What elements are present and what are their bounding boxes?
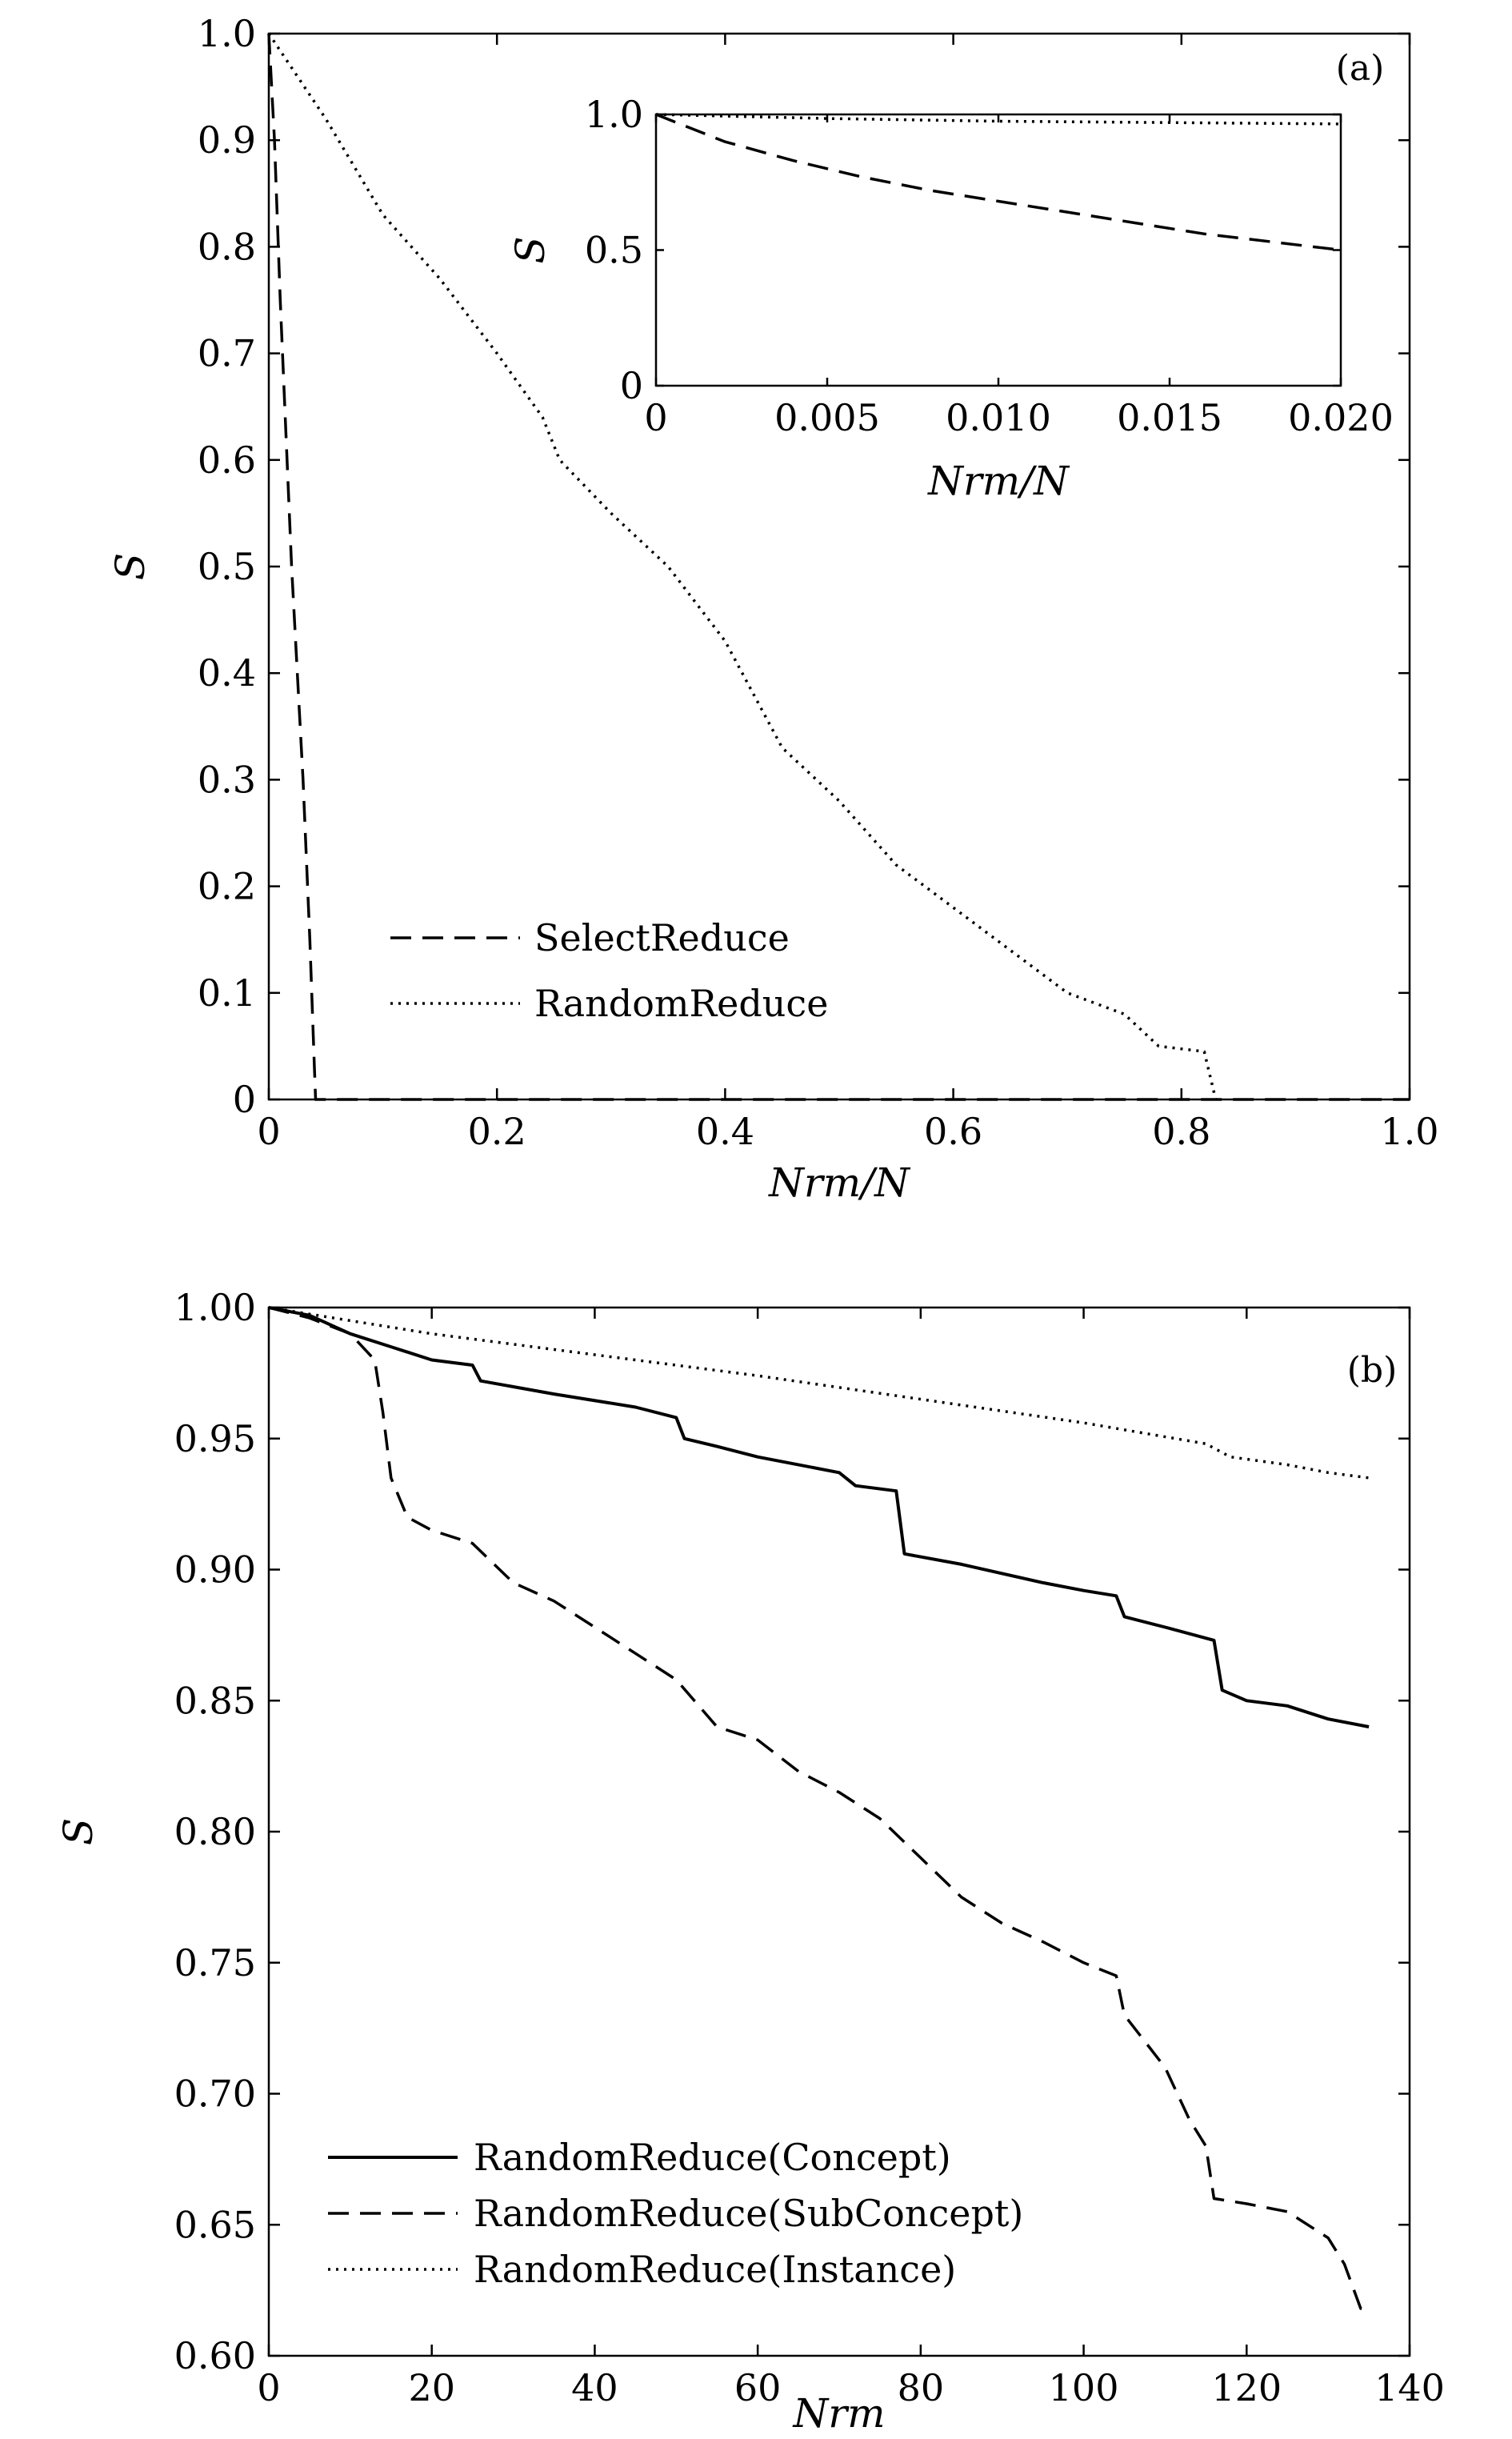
a-plot-frame [267, 32, 1411, 1101]
a-y-tick-label: 0.5 [198, 545, 256, 588]
a-series-line-2 [267, 33, 1218, 1100]
b-y-tick-label: 1.00 [174, 1286, 256, 1329]
inset-y-tick-label: 0 [620, 364, 643, 407]
a-y-tick-label: 0.8 [198, 225, 256, 268]
b-x-axis-label: Nrm [792, 2390, 885, 2437]
b-x-tick-label: 100 [1049, 2366, 1119, 2409]
b-legend-label-1: RandomReduce(Concept) [474, 2136, 951, 2179]
inset-series-line-1 [655, 113, 1342, 252]
b-y-axis-label: S [55, 1818, 102, 1845]
b-x-tick-label: 80 [898, 2366, 945, 2409]
b-y-tick-label: 0.60 [174, 2334, 256, 2377]
b-legend-label-2: RandomReduce(SubConcept) [474, 2192, 1023, 2235]
b-legend-label-3: RandomReduce(Instance) [474, 2248, 956, 2291]
b-y-tick-label: 0.95 [174, 1417, 256, 1460]
a-y-tick-label: 0.1 [198, 971, 256, 1015]
b-y-tick-label: 0.90 [174, 1548, 256, 1592]
inset-series-line-2 [655, 113, 1342, 126]
inset-plot-frame [654, 113, 1342, 387]
panel-b: 0 20 40 60 80 100 120 140 0.60 0.65 0.70 0.75 0.80 0.… [55, 1286, 1445, 2437]
inset-x-tick-label: 0.015 [1117, 396, 1222, 439]
b-x-tick-label: 120 [1211, 2366, 1282, 2409]
a-y-tick-label: 0.3 [198, 758, 256, 801]
a-x-tick-label: 0.8 [1152, 1110, 1210, 1153]
a-x-tick-label: 0 [257, 1110, 280, 1153]
b-x-tick-label: 40 [571, 2366, 618, 2409]
a-x-tick-label: 1.0 [1380, 1110, 1438, 1153]
inset-plot: 0 0.005 0.010 0.015 0.020 0 0.5 1.0 Nrm/N S [507, 93, 1394, 504]
b-y-tick-label: 0.80 [174, 1810, 256, 1853]
inset-x-tick-label: 0.020 [1288, 396, 1394, 439]
inset-y-axis-label: S [507, 236, 554, 263]
a-legend-label-2: RandomReduce [534, 982, 828, 1025]
b-series-line-2 [268, 1306, 1370, 2313]
a-y-tick-label: 0.6 [198, 439, 256, 482]
b-y-tick-label: 0.70 [174, 2073, 256, 2116]
a-y-tick-label: 0.9 [198, 118, 256, 162]
a-legend-label-1: SelectReduce [534, 916, 790, 959]
b-y-tick-label: 0.75 [174, 1941, 256, 1984]
inset-background [656, 114, 1341, 386]
inset-x-tick-label: 0.005 [774, 396, 880, 439]
b-x-tick-label: 0 [257, 2366, 280, 2409]
b-panel-label: (b) [1347, 1350, 1398, 1391]
b-y-tick-label: 0.85 [174, 1679, 256, 1722]
a-y-tick-label: 0.7 [198, 332, 256, 375]
a-x-tick-label: 0.4 [696, 1110, 754, 1153]
inset-x-tick-label: 0 [644, 396, 667, 439]
a-x-tick-label: 0.2 [468, 1110, 526, 1153]
inset-x-axis-label: Nrm/N [927, 458, 1070, 504]
a-x-axis-label: Nrm/N [768, 1159, 911, 1206]
a-y-tick-label: 0.2 [198, 865, 256, 908]
b-x-tick-label: 140 [1374, 2366, 1445, 2409]
b-x-tick-label: 60 [734, 2366, 782, 2409]
inset-x-tick-label: 0.010 [946, 396, 1051, 439]
b-y-tick-label: 0.65 [174, 2203, 256, 2246]
b-x-tick-label: 20 [408, 2366, 455, 2409]
inset-y-tick-label: 1.0 [585, 93, 643, 136]
b-series-line-3 [268, 1306, 1370, 1480]
b-plot-frame [267, 1306, 1411, 2357]
panel-a: 0 0.2 0.4 0.6 0.8 1.0 0 0.1 0.2 0.3 0.4 0.5 0.6 0.7 0.… [107, 12, 1439, 1206]
a-y-tick-label: 0 [233, 1078, 256, 1121]
a-x-tick-label: 0.6 [924, 1110, 982, 1153]
a-panel-label: (a) [1336, 48, 1385, 89]
a-y-tick-label: 1.0 [198, 12, 256, 55]
a-y-tick-label: 0.4 [198, 651, 256, 695]
b-series-line-1 [268, 1306, 1370, 1728]
inset-y-tick-label: 0.5 [585, 229, 643, 272]
a-y-axis-label: S [107, 553, 154, 580]
